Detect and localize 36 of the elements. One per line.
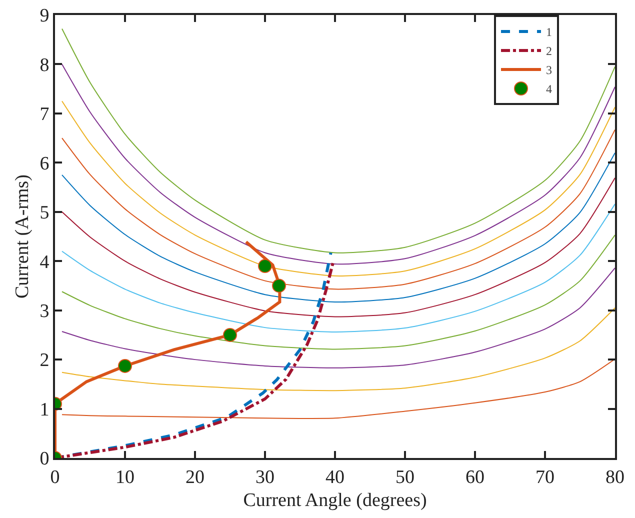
line-series: [62, 64, 615, 265]
line-series: [62, 204, 615, 332]
x-tick-label: 70: [536, 466, 554, 488]
x-tick-label: 20: [186, 466, 204, 488]
y-tick-label: 5: [40, 202, 50, 224]
x-tick-label: 10: [116, 466, 134, 488]
y-tick-label: 4: [40, 252, 50, 273]
y-tick-label: 2: [40, 350, 50, 372]
y-axis-title: Current (A-rms): [12, 174, 34, 298]
line-series: [62, 234, 615, 350]
y-tick-label: 3: [40, 300, 50, 322]
y-tick-label: 9: [40, 6, 50, 27]
line-series: [62, 129, 615, 290]
y-tick-label: 1: [40, 399, 50, 420]
point: [258, 259, 272, 274]
legend-label: 4: [546, 82, 552, 96]
line-series: [62, 28, 615, 254]
legend-label: 3: [546, 63, 552, 78]
legend-label: 1: [546, 25, 552, 40]
x-tick-label: 60: [466, 466, 484, 488]
y-tick-label: 7: [40, 104, 50, 126]
y-tick-label: 6: [40, 153, 50, 174]
line-series: [62, 268, 615, 368]
y-tick-label: 0: [40, 448, 50, 470]
legend-label: 2: [546, 44, 552, 58]
x-tick-label: 50: [396, 466, 414, 488]
y-tick-label: 8: [40, 54, 50, 76]
x-tick-label: 30: [256, 466, 274, 488]
point: [223, 328, 237, 342]
x-tick-label: 40: [326, 466, 344, 488]
line-series: [62, 100, 615, 276]
line-series: [62, 358, 615, 419]
x-axis-title: Current Angle (degrees): [243, 490, 427, 512]
point: [272, 278, 286, 293]
x-tick-label: 80: [606, 466, 624, 488]
line-series: [62, 307, 615, 392]
